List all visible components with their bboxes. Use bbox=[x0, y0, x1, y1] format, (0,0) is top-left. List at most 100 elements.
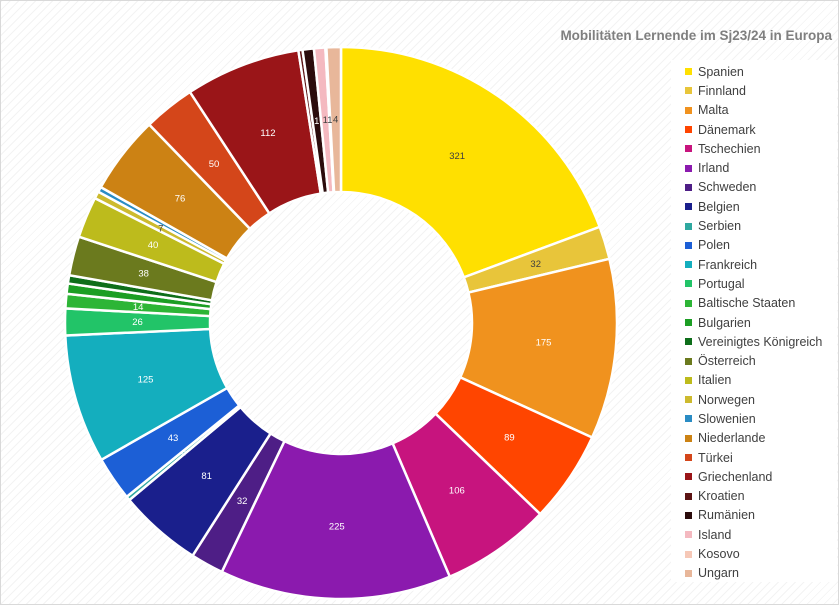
legend-item-niederlande: Niederlande bbox=[685, 429, 837, 448]
legend-swatch bbox=[685, 106, 692, 114]
slice-spanien bbox=[339, 45, 602, 279]
legend-swatch bbox=[685, 87, 692, 95]
legend-label: Frankreich bbox=[698, 257, 758, 272]
data-label-belgien: 81 bbox=[201, 471, 212, 482]
legend-item-slowenien: Slowenien bbox=[685, 409, 837, 428]
chart-title: Mobilitäten Lernende im Sj23/24 in Europ… bbox=[560, 28, 832, 43]
legend-swatch bbox=[685, 569, 692, 577]
data-label-frankreich: 125 bbox=[138, 375, 154, 386]
legend-label: Rumänien bbox=[698, 508, 755, 523]
data-label-ungarn: 4 bbox=[333, 115, 338, 126]
legend-label: Irland bbox=[698, 161, 730, 176]
legend-item-portugal: Portugal bbox=[685, 274, 837, 293]
legend-swatch bbox=[685, 280, 692, 288]
legend-label: Finnland bbox=[698, 83, 746, 98]
data-label-tuerkei: 50 bbox=[209, 159, 220, 170]
data-label-rumaenien: 1 bbox=[314, 116, 319, 127]
data-label-baltische-staaten: 14 bbox=[133, 302, 144, 313]
data-label-malta: 175 bbox=[536, 338, 552, 349]
legend-item-norwegen: Norwegen bbox=[685, 390, 837, 409]
legend-swatch bbox=[685, 319, 692, 326]
legend-item-serbien: Serbien bbox=[685, 216, 837, 235]
legend-label: Niederlande bbox=[698, 431, 766, 446]
data-label-spanien: 321 bbox=[449, 151, 465, 162]
legend-swatch bbox=[685, 183, 692, 191]
legend-label: Serbien bbox=[698, 219, 742, 234]
legend-label: Polen bbox=[698, 238, 730, 253]
legend-label: Schweden bbox=[698, 180, 757, 195]
data-label-schweden: 32 bbox=[237, 496, 248, 507]
legend-label: Island bbox=[698, 527, 732, 542]
legend-item-bulgarien: Bulgarien bbox=[685, 313, 837, 332]
data-label-norwegen: 7 bbox=[158, 224, 163, 235]
legend-swatch bbox=[685, 396, 692, 404]
legend-swatch bbox=[685, 222, 692, 230]
legend-item-spanien: Spanien bbox=[685, 62, 837, 81]
legend-item-finnland: Finnland bbox=[685, 81, 837, 100]
legend-label: Dänemark bbox=[698, 122, 756, 137]
legend-swatch bbox=[685, 126, 692, 134]
legend-label: Baltische Staaten bbox=[698, 296, 796, 311]
legend-label: Spanien bbox=[698, 64, 744, 79]
legend-label: Kosovo bbox=[698, 547, 740, 562]
data-label-kosovo: 1 bbox=[327, 115, 332, 126]
legend-label: Italien bbox=[698, 373, 732, 388]
legend-item-italien: Italien bbox=[685, 371, 837, 390]
legend-swatch bbox=[685, 241, 692, 249]
legend-swatch bbox=[685, 338, 692, 346]
donut-data-labels: 3213217589106225328144312526143840776501… bbox=[132, 115, 551, 533]
legend-item-vereinigtes-koenigreich: Vereinigtes Königreich bbox=[685, 332, 837, 351]
data-label-tschechien: 106 bbox=[449, 485, 465, 496]
legend-label: Slowenien bbox=[698, 411, 756, 426]
legend-label: Bulgarien bbox=[698, 315, 751, 330]
data-label-island: 1 bbox=[323, 115, 328, 126]
data-label-serbien: 4 bbox=[181, 447, 186, 458]
legend-label: Tschechien bbox=[698, 141, 761, 156]
legend-swatch bbox=[685, 434, 692, 442]
legend-swatch bbox=[685, 531, 692, 539]
legend-swatch bbox=[685, 145, 692, 153]
legend-item-baltische-staaten: Baltische Staaten bbox=[685, 294, 837, 313]
legend-item-frankreich: Frankreich bbox=[685, 255, 837, 274]
legend-item-kosovo: Kosovo bbox=[685, 544, 837, 563]
legend-item-malta: Malta bbox=[685, 101, 837, 120]
legend-label: Malta bbox=[698, 103, 729, 118]
chart-legend: Spanien Finnland Malta Dänemark Tschechien Ir… bbox=[671, 60, 837, 582]
data-label-polen: 43 bbox=[168, 433, 179, 444]
legend-swatch bbox=[685, 511, 692, 519]
legend-swatch bbox=[685, 492, 692, 500]
legend-label: Norwegen bbox=[698, 392, 755, 407]
data-label-irland: 225 bbox=[329, 521, 345, 532]
legend-item-irland: Irland bbox=[685, 158, 837, 177]
legend-item-kroatien: Kroatien bbox=[685, 487, 837, 506]
legend-item-belgien: Belgien bbox=[685, 197, 837, 216]
data-label-portugal: 26 bbox=[132, 317, 143, 328]
legend-item-griechenland: Griechenland bbox=[685, 467, 837, 486]
legend-swatch bbox=[685, 415, 692, 423]
legend-swatch bbox=[685, 550, 692, 558]
legend-item-island: Island bbox=[685, 525, 837, 544]
legend-swatch bbox=[685, 454, 692, 462]
legend-item-ungarn: Ungarn bbox=[685, 564, 837, 583]
legend-swatch bbox=[685, 164, 692, 172]
legend-item-rumaenien: Rumänien bbox=[685, 506, 837, 525]
legend-item-daenemark: Dänemark bbox=[685, 120, 837, 139]
legend-item-schweden: Schweden bbox=[685, 178, 837, 197]
data-label-griechenland: 112 bbox=[260, 128, 275, 139]
legend-item-oesterreich: Österreich bbox=[685, 351, 837, 370]
data-label-italien: 40 bbox=[148, 240, 159, 251]
data-label-daenemark: 89 bbox=[504, 432, 515, 443]
donut-slices bbox=[63, 45, 619, 601]
data-label-finnland: 32 bbox=[530, 259, 541, 270]
slice-irland bbox=[220, 439, 452, 601]
legend-label: Ungarn bbox=[698, 566, 739, 581]
legend-swatch bbox=[685, 68, 692, 76]
legend-item-tschechien: Tschechien bbox=[685, 139, 837, 158]
data-label-oesterreich: 38 bbox=[138, 268, 149, 279]
legend-swatch bbox=[685, 357, 692, 365]
legend-swatch bbox=[685, 299, 692, 307]
data-label-niederlande: 76 bbox=[175, 193, 186, 204]
legend-label: Griechenland bbox=[698, 469, 773, 484]
